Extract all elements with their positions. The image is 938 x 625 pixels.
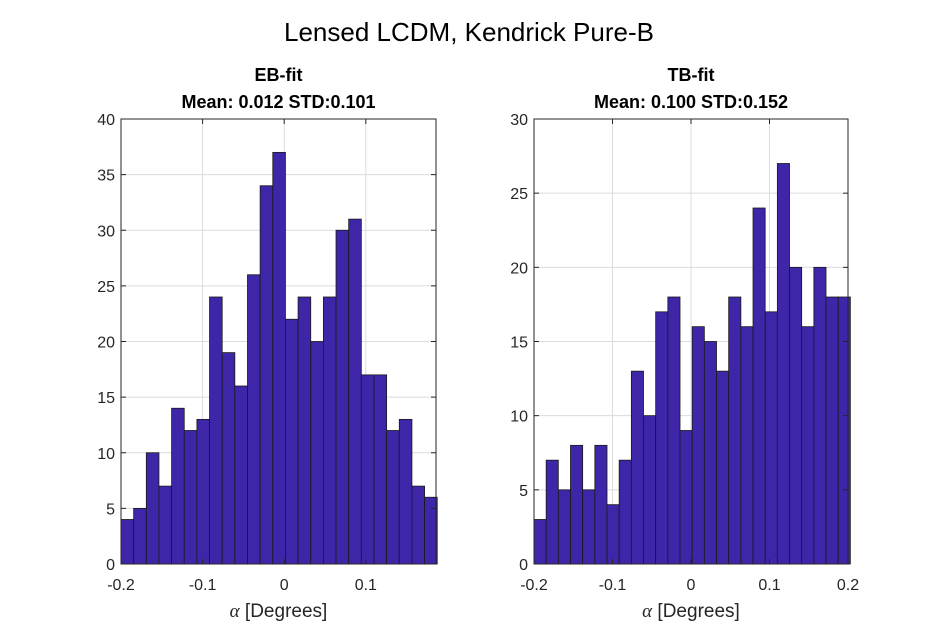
tb-ytick-label-2: 10 (510, 409, 528, 426)
eb-bar-12 (272, 151, 286, 565)
tb-bar-2 (557, 489, 571, 565)
eb-bar-0 (120, 519, 135, 565)
eb-bar-13 (285, 318, 299, 565)
tb-bar-20 (776, 163, 790, 565)
tb-bars (533, 163, 851, 565)
tb-bar-21 (789, 266, 803, 565)
eb-ytick-label-5: 25 (97, 279, 115, 296)
eb-bar-20 (373, 374, 388, 565)
eb-ytick-label-0: 0 (106, 557, 115, 574)
eb-ytick-label-4: 20 (97, 335, 115, 352)
eb-xtick-label-2: 0 (280, 577, 289, 594)
tb-bar-7 (618, 459, 632, 565)
eb-title-line-1: Mean: 0.012 STD:0.101 (181, 92, 375, 112)
eb-xtick-label-0: -0.2 (107, 577, 135, 594)
eb-bar-7 (209, 296, 223, 565)
tb-title-line-1: Mean: 0.100 STD:0.152 (594, 92, 788, 112)
tb-bar-11 (667, 296, 681, 565)
eb-bar-5 (183, 430, 198, 565)
eb-bar-4 (171, 407, 185, 565)
tb-bar-17 (740, 326, 754, 565)
eb-bar-1 (133, 507, 147, 565)
tb-xlabel-symbol: α (642, 601, 653, 622)
eb-bar-16 (322, 296, 337, 565)
tb-ytick-label-6: 30 (510, 112, 528, 129)
eb-title-line-0: EB-fit (255, 65, 303, 85)
tb-ytick-label-3: 15 (510, 335, 528, 352)
tb-bar-23 (813, 266, 827, 565)
tb-bar-0 (533, 519, 547, 565)
tb-bar-1 (545, 459, 559, 565)
tb-bar-25 (837, 296, 851, 565)
eb-bar-3 (158, 485, 172, 565)
tb-bar-15 (716, 370, 730, 565)
tb-bar-24 (825, 296, 839, 565)
tb-ytick-label-0: 0 (519, 557, 528, 574)
tb-title-line-0: TB-fit (668, 65, 715, 85)
eb-ytick-label-8: 40 (97, 112, 115, 129)
tb-xlabel: α [Degrees] (642, 601, 740, 622)
tb-bar-18 (752, 207, 766, 565)
eb-fit-panel: 0 5 10 15 20 25 30 35 40 -0.2 -0.1 0 0.1 EB-fit Mean: … (97, 65, 438, 622)
tb-bar-12 (679, 430, 693, 565)
tb-xtick-label-3: 0.1 (758, 577, 780, 594)
tb-bar-3 (570, 444, 584, 565)
eb-ytick-label-1: 5 (106, 501, 115, 518)
eb-bar-22 (398, 418, 413, 565)
eb-bar-8 (221, 352, 236, 565)
eb-xlabel-text: [Degrees] (240, 601, 328, 622)
eb-bar-9 (234, 385, 248, 565)
eb-bar-21 (386, 430, 400, 565)
tb-bar-14 (703, 341, 717, 565)
eb-bar-18 (348, 218, 362, 565)
eb-bar-15 (310, 341, 324, 565)
tb-ytick-label-1: 5 (519, 483, 528, 500)
eb-bar-2 (145, 452, 160, 565)
tb-bar-5 (594, 444, 608, 565)
eb-bars (120, 151, 438, 565)
tb-xtick-label-4: 0.2 (837, 577, 859, 594)
eb-xtick-label-1: -0.1 (189, 577, 217, 594)
eb-ytick-label-3: 15 (97, 390, 115, 407)
tb-bar-13 (691, 326, 705, 565)
tb-ytick-label-5: 25 (510, 186, 528, 203)
eb-bar-11 (259, 185, 274, 565)
eb-bar-6 (196, 418, 210, 565)
eb-bar-10 (247, 274, 261, 565)
tb-bar-16 (728, 296, 742, 565)
tb-bar-19 (764, 311, 778, 565)
eb-xlabel: α [Degrees] (230, 601, 328, 622)
eb-bar-24 (424, 496, 438, 565)
eb-bar-14 (297, 296, 312, 565)
eb-ytick-label-7: 35 (97, 168, 115, 185)
eb-bar-17 (335, 229, 350, 565)
eb-xlabel-symbol: α (230, 601, 241, 622)
eb-ytick-label-2: 10 (97, 446, 115, 463)
eb-bar-23 (411, 485, 425, 565)
tb-ytick-label-4: 20 (510, 260, 528, 277)
tb-xtick-label-0: -0.2 (520, 577, 548, 594)
tb-xtick-label-1: -0.1 (599, 577, 627, 594)
tb-bar-4 (582, 489, 596, 565)
tb-bar-10 (655, 311, 669, 565)
eb-xtick-label-3: 0.1 (355, 577, 377, 594)
tb-xtick-label-2: 0 (687, 577, 696, 594)
tb-bar-22 (801, 326, 815, 565)
tb-bar-9 (643, 415, 657, 565)
figure-title: Lensed LCDM, Kendrick Pure-B (284, 17, 654, 47)
eb-ytick-label-6: 30 (97, 223, 115, 240)
eb-bar-19 (360, 374, 375, 565)
tb-bar-8 (630, 370, 644, 565)
tb-xlabel-text: [Degrees] (652, 601, 740, 622)
tb-fit-panel: 0 5 10 15 20 25 30 -0.2 -0.1 0 0.1 0.2 TB-fit Mean: 0… (510, 65, 859, 622)
tb-bar-6 (606, 504, 620, 565)
